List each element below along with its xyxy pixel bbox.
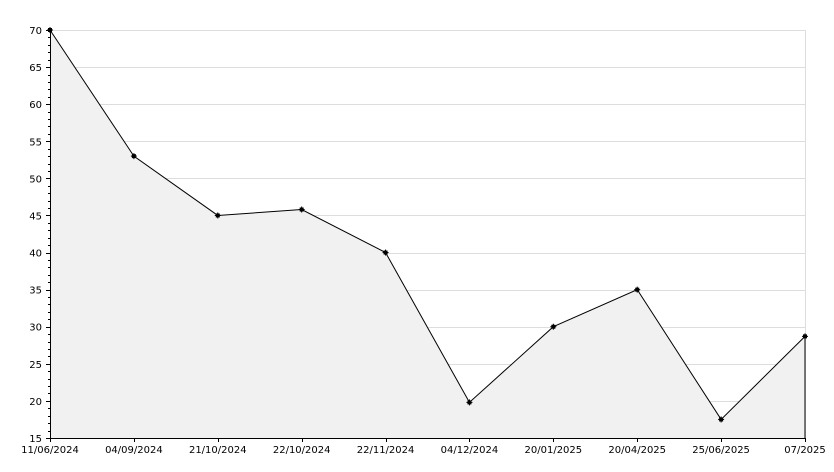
x-tick-label: 11/06/2024 (21, 445, 79, 456)
series-line (49, 29, 806, 421)
data-point (802, 333, 808, 340)
x-tick-label: 25/06/2025 (692, 445, 750, 456)
y-tick-label: 50 (29, 174, 42, 185)
y-tick-label: 45 (29, 211, 42, 222)
x-tick-label: 20/01/2025 (525, 445, 583, 456)
data-point (298, 206, 305, 213)
data-point (718, 416, 725, 423)
data-point (47, 27, 53, 33)
y-tick-label: 65 (29, 63, 42, 74)
y-tick-label: 20 (29, 397, 42, 408)
data-point (382, 249, 389, 256)
x-tick-label: 22/10/2024 (273, 445, 331, 456)
y-tick-label: 25 (29, 360, 42, 371)
y-tick-label: 55 (29, 137, 42, 148)
x-tick-label: 04/09/2024 (105, 445, 163, 456)
x-tick-label: 20/04/2025 (608, 445, 666, 456)
x-tick-label: 07/2025 (784, 445, 826, 456)
x-tick-label: 22/11/2024 (357, 445, 415, 456)
y-tick-label: 35 (29, 286, 42, 297)
y-tick-label: 15 (29, 434, 42, 445)
data-points (47, 27, 808, 423)
area-fill (50, 30, 805, 438)
data-point (130, 153, 137, 160)
x-tick-label: 04/12/2024 (441, 445, 499, 456)
x-tick-label: 21/10/2024 (189, 445, 247, 456)
data-point (214, 212, 221, 219)
y-tick-label: 40 (29, 249, 42, 260)
y-tick-labels: 15 20 25 30 35 40 45 50 55 60 65 70 (29, 26, 42, 445)
y-tick-label: 30 (29, 323, 42, 334)
data-point (634, 286, 641, 293)
y-tick-label: 70 (29, 26, 42, 37)
area-fill-layer (50, 30, 805, 438)
x-tick-labels: 11/06/2024 04/09/2024 21/10/2024 22/10/2024… (21, 445, 826, 456)
y-tick-label: 60 (29, 100, 42, 111)
data-point (466, 399, 473, 406)
series-line-layer (49, 29, 806, 438)
axes (46, 28, 806, 442)
data-point (550, 323, 557, 330)
